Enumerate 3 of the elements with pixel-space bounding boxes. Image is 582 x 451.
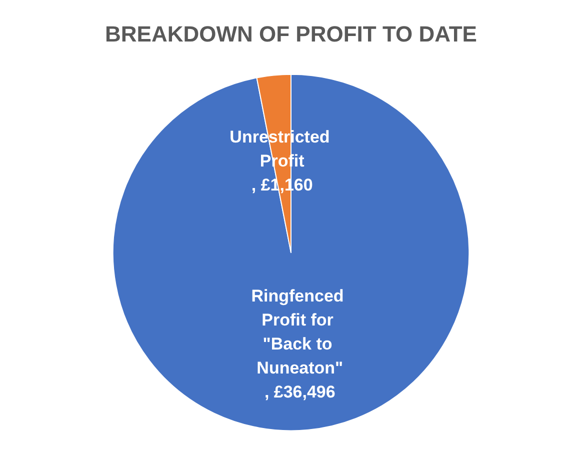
chart-title: BREAKDOWN OF PROFIT TO DATE <box>105 22 477 46</box>
slice-label: Ringfenced Profit for "Back to Nuneaton" <box>251 286 349 378</box>
data-label: , £36,496 <box>264 382 336 402</box>
